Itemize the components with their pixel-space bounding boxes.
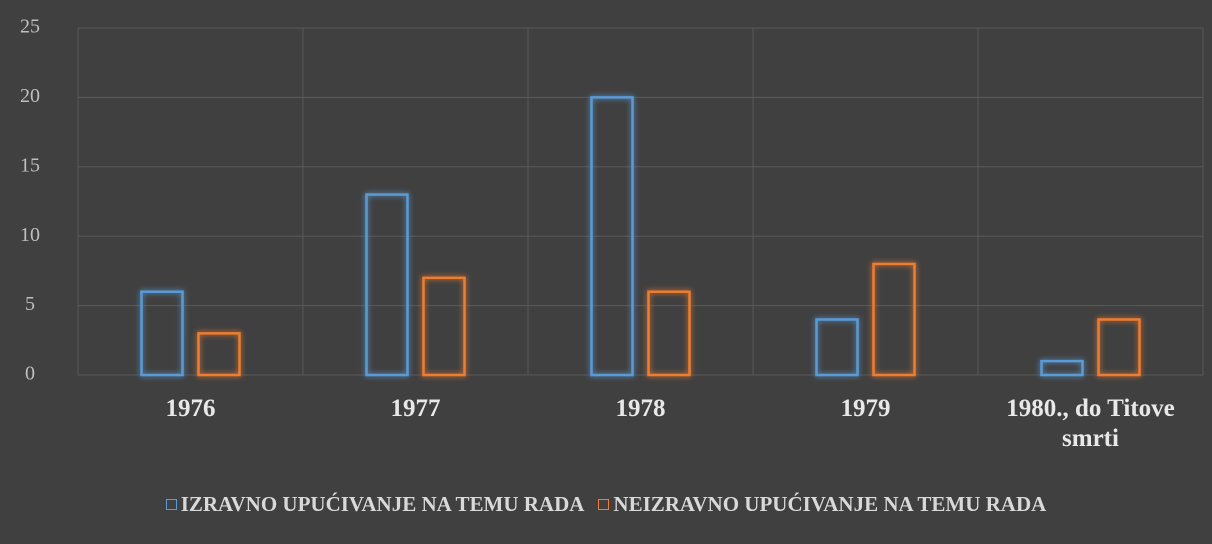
legend: IZRAVNO UPUĆIVANJE NA TEMU RADA NEIZRAVNO… (0, 492, 1212, 517)
y-tick-label: 15 (20, 154, 40, 176)
legend-item: IZRAVNO UPUĆIVANJE NA TEMU RADA (165, 492, 585, 517)
legend-label: NEIZRAVNO UPUĆIVANJE NA TEMU RADA (613, 492, 1047, 516)
legend-label: IZRAVNO UPUĆIVANJE NA TEMU RADA (180, 492, 585, 516)
bar (1040, 359, 1084, 377)
legend-item: NEIZRAVNO UPUĆIVANJE NA TEMU RADA (598, 492, 1046, 517)
bar (815, 318, 859, 377)
bar (1097, 318, 1141, 377)
bar (197, 332, 241, 377)
bar (140, 290, 184, 377)
legend-swatch (598, 499, 610, 510)
y-tick-label: 20 (20, 85, 40, 107)
x-tick-label: 1977 (390, 395, 441, 422)
x-tick-label: 1976 (165, 395, 216, 422)
y-tick-label: 5 (25, 293, 35, 315)
x-tick-label: 1980., do Titove smrti (1006, 395, 1175, 452)
bar (872, 262, 916, 377)
x-tick-label: 1978 (615, 395, 666, 422)
y-tick-label: 25 (20, 16, 40, 38)
bar (422, 276, 466, 377)
y-tick-label: 0 (25, 363, 35, 385)
x-tick-label: 1979 (840, 395, 891, 422)
bar (647, 290, 691, 377)
y-tick-label: 10 (20, 224, 40, 246)
bar (365, 193, 409, 377)
legend-swatch (165, 499, 177, 510)
bar (590, 96, 634, 377)
